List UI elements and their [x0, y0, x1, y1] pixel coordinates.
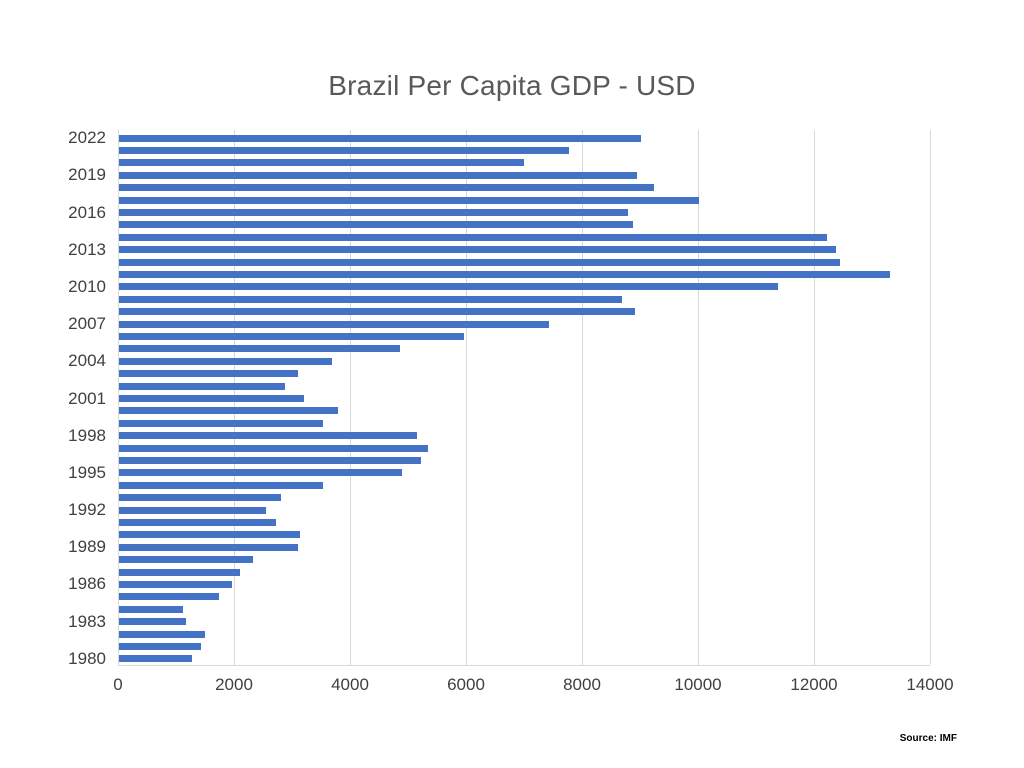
y-axis-tick-label-2004: 2004 [68, 351, 106, 371]
y-axis-tick-label-2010: 2010 [68, 276, 106, 296]
gridline-x-14000 [930, 130, 931, 665]
bar-2001 [119, 395, 305, 402]
bar-2017 [119, 196, 699, 204]
x-axis-tick-label-0: 0 [113, 675, 123, 694]
bar-1981 [119, 642, 201, 650]
bar-2019 [119, 171, 637, 179]
bar-1995 [119, 469, 403, 477]
x-axis-tick-label-6000: 6000 [447, 675, 485, 694]
bar-1980 [119, 655, 192, 663]
x-axis-tick-label-4000: 4000 [331, 675, 369, 694]
bar-2020 [119, 159, 525, 167]
bar-1997 [119, 444, 428, 452]
bar-1986 [119, 580, 233, 588]
y-axis-tick-label-2019: 2019 [68, 165, 106, 185]
y-axis-tick-label-1992: 1992 [68, 500, 106, 520]
y-axis-tick-label-1989: 1989 [68, 537, 106, 557]
bar-1994 [119, 481, 323, 489]
y-axis-tick-label-1980: 1980 [68, 648, 106, 668]
gridline-x-6000 [466, 130, 467, 665]
x-axis-tick-label-8000: 8000 [563, 675, 601, 694]
bar-1982 [119, 630, 205, 638]
bar-1999 [119, 419, 323, 427]
gridline-x-4000 [350, 130, 351, 665]
bar-2021 [119, 147, 569, 155]
bar-2005 [119, 345, 400, 353]
y-axis-tick-label-1986: 1986 [68, 574, 106, 594]
bar-1985 [119, 593, 220, 601]
y-axis-tick-label-2013: 2013 [68, 239, 106, 259]
bar-1989 [119, 543, 298, 551]
bar-2022 [119, 134, 641, 142]
bar-1998 [119, 432, 417, 440]
bar-1987 [119, 568, 241, 576]
y-axis-tick-label-1983: 1983 [68, 611, 106, 631]
bar-1984 [119, 605, 184, 613]
bar-2007 [119, 320, 549, 328]
bar-2002 [119, 382, 285, 390]
x-axis-tick-label-2000: 2000 [215, 675, 253, 694]
y-axis-tick-label-1995: 1995 [68, 462, 106, 482]
bar-2009 [119, 295, 622, 303]
bar-1988 [119, 556, 253, 564]
bar-1990 [119, 531, 300, 539]
y-axis-tick-label-2022: 2022 [68, 128, 106, 148]
bar-2018 [119, 184, 654, 192]
bar-2012 [119, 258, 840, 266]
y-axis-tick-label-1998: 1998 [68, 425, 106, 445]
bar-1991 [119, 518, 276, 526]
bar-1993 [119, 494, 282, 502]
bar-1992 [119, 506, 266, 514]
bar-2004 [119, 357, 333, 365]
bar-2015 [119, 221, 634, 229]
bar-2000 [119, 407, 338, 415]
bar-2006 [119, 333, 464, 341]
bar-2010 [119, 283, 779, 291]
x-axis-tick-label-14000: 14000 [906, 675, 954, 694]
bar-1983 [119, 618, 186, 626]
y-axis-tick-label-2016: 2016 [68, 202, 106, 222]
bar-2011 [119, 271, 890, 279]
chart-title: Brazil Per Capita GDP - USD [328, 70, 696, 101]
x-axis-tick-label-12000: 12000 [790, 675, 838, 694]
bar-2008 [119, 308, 636, 316]
x-axis-tick-label-10000: 10000 [674, 675, 722, 694]
y-axis-tick-label-2007: 2007 [68, 314, 106, 334]
bar-2003 [119, 370, 299, 378]
x-axis-line [118, 665, 930, 666]
gridline-x-0 [118, 130, 119, 665]
gridline-x-10000 [698, 130, 699, 665]
gridline-x-8000 [582, 130, 583, 665]
bar-2016 [119, 209, 628, 217]
bar-2014 [119, 233, 828, 241]
bar-1996 [119, 456, 421, 464]
y-axis-tick-label-2001: 2001 [68, 388, 106, 408]
bar-2013 [119, 246, 836, 254]
gridline-x-12000 [814, 130, 815, 665]
source-note: Source: IMF [899, 733, 957, 744]
